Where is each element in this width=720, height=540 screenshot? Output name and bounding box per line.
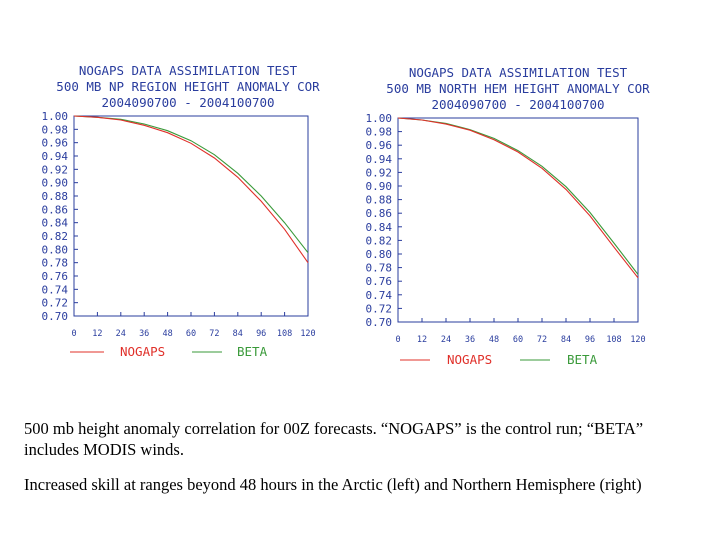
chart0-series-nogaps-line <box>73 115 309 264</box>
chart1-y-tick-label: 0.78 <box>366 262 393 275</box>
caption-description: 500 mb height anomaly correlation for 00… <box>24 419 644 459</box>
chart1-series-nogaps-line <box>397 117 639 279</box>
chart1-x-tick-label: 120 <box>630 335 645 345</box>
chart1-y-tick-label: 0.86 <box>366 207 393 220</box>
chart0-y-tick-label: 0.96 <box>42 137 69 150</box>
chart1-x-tick-label: 60 <box>513 335 523 345</box>
chart1-date-range: 2004090700 - 2004100700 <box>431 97 604 112</box>
chart0-x-tick-label: 12 <box>92 329 102 339</box>
chart1-x-tick-label: 24 <box>441 335 451 345</box>
chart1-y-tick-label: 0.88 <box>366 194 393 207</box>
chart0-series-beta-line <box>73 115 309 254</box>
chart1-y-tick-label: 0.82 <box>366 234 393 247</box>
chart1-x-tick-label: 48 <box>489 335 499 345</box>
chart0-x-tick-label: 48 <box>162 329 172 339</box>
chart0-y-tick-label: 0.88 <box>42 190 69 203</box>
chart1-y-tick-label: 0.80 <box>366 248 393 261</box>
chart1-x-tick-label: 72 <box>537 335 547 345</box>
chart1-x-tick-label: 84 <box>561 335 571 345</box>
chart0-date-range: 2004090700 - 2004100700 <box>101 95 274 110</box>
chart0-y-tick-label: 0.92 <box>42 163 69 176</box>
chart1-title: NOGAPS DATA ASSIMILATION TEST <box>409 65 628 80</box>
chart0-y-tick-label: 0.76 <box>42 270 69 283</box>
chart0-y-tick-label: 0.84 <box>42 217 69 230</box>
chart0-y-tick-label: 0.98 <box>42 123 69 136</box>
chart0-y-tick-label: 0.86 <box>42 203 69 216</box>
chart0-y-tick-label: 0.72 <box>42 297 69 310</box>
chart0-x-tick-label: 72 <box>209 329 219 339</box>
chart1-series-beta-line <box>397 117 639 275</box>
chart0-x-tick-label: 120 <box>300 329 315 339</box>
chart0-y-tick-label: 0.94 <box>42 150 69 163</box>
chart0-subtitle: 500 MB NP REGION HEIGHT ANOMALY COR <box>56 79 320 94</box>
chart0-x-tick-label: 60 <box>186 329 196 339</box>
chart1-y-tick-label: 0.92 <box>366 166 393 179</box>
chart0-title: NOGAPS DATA ASSIMILATION TEST <box>79 63 298 78</box>
chart1-legend-beta-label: BETA <box>567 352 598 367</box>
chart0-x-tick-label: 24 <box>116 329 126 339</box>
chart0-y-tick-label: 1.00 <box>42 110 69 123</box>
chart1-plot-frame <box>397 117 639 323</box>
chart1-y-tick-label: 1.00 <box>366 112 393 125</box>
chart0-legend-nogaps-label: NOGAPS <box>120 344 165 359</box>
chart0-y-tick-label: 0.74 <box>42 283 69 296</box>
chart0-y-tick-label: 0.78 <box>42 257 69 270</box>
chart1-x-tick-label: 108 <box>606 335 621 345</box>
chart0-x-tick-label: 36 <box>139 329 149 339</box>
chart1-y-tick-label: 0.96 <box>366 139 393 152</box>
chart1-y-tick-label: 0.76 <box>366 275 393 288</box>
chart1-y-tick-label: 0.98 <box>366 126 393 139</box>
chart0-x-tick-label: 0 <box>71 329 76 339</box>
chart1-x-tick-label: 12 <box>417 335 427 345</box>
chart1-y-tick-label: 0.84 <box>366 221 393 234</box>
chart1-subtitle: 500 MB NORTH HEM HEIGHT ANOMALY COR <box>386 81 650 96</box>
chart1-y-tick-label: 0.94 <box>366 153 393 166</box>
chart1-y-tick-label: 0.74 <box>366 289 393 302</box>
chart1-legend-nogaps-label: NOGAPS <box>447 352 492 367</box>
chart0-x-tick-label: 84 <box>233 329 243 339</box>
chart0-y-tick-label: 0.70 <box>42 310 69 323</box>
chart0-x-tick-label: 108 <box>277 329 292 339</box>
chart1-x-tick-label: 36 <box>465 335 475 345</box>
chart1-y-tick-label: 0.70 <box>366 316 393 329</box>
chart1-x-tick-label: 96 <box>585 335 595 345</box>
chart1-y-tick-label: 0.72 <box>366 302 393 315</box>
chart1-y-tick-label: 0.90 <box>366 180 393 193</box>
chart1-x-tick-label: 0 <box>395 335 400 345</box>
chart0-x-tick-label: 96 <box>256 329 266 339</box>
caption-conclusion: Increased skill at ranges beyond 48 hour… <box>24 475 642 494</box>
chart0-y-tick-label: 0.82 <box>42 230 69 243</box>
chart0-y-tick-label: 0.80 <box>42 243 69 256</box>
chart0-y-tick-label: 0.90 <box>42 177 69 190</box>
chart0-legend-beta-label: BETA <box>237 344 268 359</box>
